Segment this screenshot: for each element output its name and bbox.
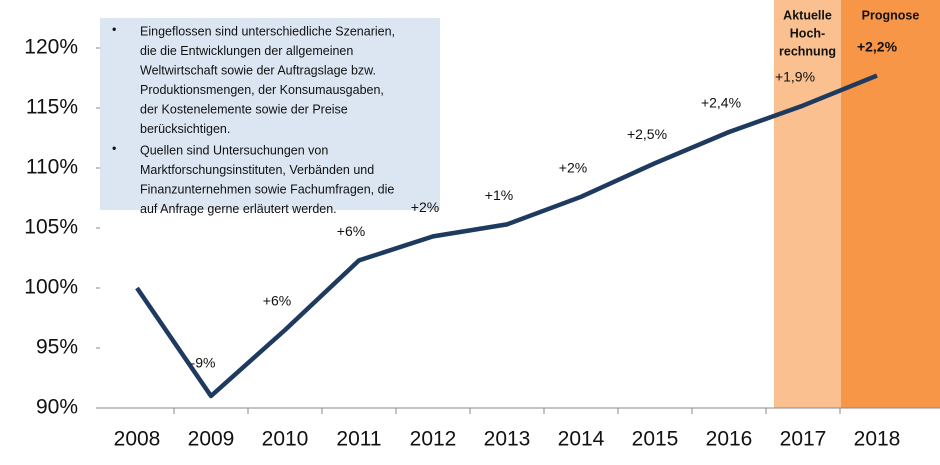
- growth-label: +2,5%: [627, 126, 667, 142]
- highlight-label: rechnung: [779, 44, 836, 58]
- y-tick-label: 90%: [36, 396, 78, 419]
- x-tick-label: 2018: [854, 428, 901, 451]
- highlight-column: [841, 0, 940, 408]
- y-tick-label: 95%: [36, 336, 78, 359]
- growth-label: +1,9%: [775, 68, 815, 84]
- note-line: der Kostenelemente sowie der Preise: [140, 102, 348, 116]
- note-line: Finanzunternehmen sowie Fachumfragen, di…: [140, 182, 394, 196]
- x-tick-label: 2014: [558, 428, 605, 451]
- y-tick-label: 100%: [24, 276, 78, 299]
- y-tick-label: 105%: [24, 216, 78, 239]
- y-tick-label: 110%: [26, 156, 78, 179]
- x-tick-label: 2013: [484, 428, 531, 451]
- x-tick-label: 2008: [114, 428, 161, 451]
- x-tick-label: 2009: [188, 428, 235, 451]
- highlight-label: Prognose: [862, 8, 920, 22]
- growth-label: +2,4%: [701, 95, 741, 111]
- x-tick-label: 2011: [336, 428, 381, 451]
- growth-label: +2%: [411, 199, 439, 215]
- note-box: [100, 18, 440, 210]
- x-tick-label: 2012: [410, 428, 457, 451]
- x-tick-label: 2017: [780, 428, 827, 451]
- x-tick-label: 2016: [706, 428, 753, 451]
- note-line: berücksichtigen.: [140, 122, 230, 136]
- growth-label: +1%: [485, 187, 513, 203]
- note-line: die die Entwicklungen der allgemeinen: [140, 44, 353, 58]
- growth-label: +6%: [337, 223, 365, 239]
- x-tick-label: 2015: [632, 428, 679, 451]
- bullet: •: [112, 22, 116, 36]
- line: [135, 73, 878, 399]
- note-line: Marktforschungsinstituten, Verbänden und: [140, 163, 374, 177]
- highlight-label: Hoch-: [790, 26, 825, 40]
- bullet: •: [112, 141, 116, 155]
- growth-label: +2,2%: [857, 38, 898, 54]
- y-tick-label: 115%: [26, 96, 78, 119]
- growth-label: +6%: [263, 293, 291, 309]
- highlight-label: Aktuelle: [783, 8, 832, 22]
- highlight-column: [774, 0, 841, 408]
- x-tick-label: 2010: [262, 428, 309, 451]
- note-line: Quellen sind Untersuchungen von: [140, 143, 328, 157]
- growth-label: +2%: [559, 160, 587, 176]
- note-line: Produktionsmengen, der Konsumausgaben,: [140, 83, 384, 97]
- note-line: Eingeflossen sind unterschiedliche Szena…: [140, 24, 395, 38]
- growth-label: -9%: [191, 355, 216, 371]
- y-tick-label: 120%: [24, 36, 78, 59]
- note-line: auf Anfrage gerne erläutert werden.: [140, 202, 337, 216]
- note-line: Weltwirtschaft sowie der Auftragslage bz…: [140, 63, 376, 77]
